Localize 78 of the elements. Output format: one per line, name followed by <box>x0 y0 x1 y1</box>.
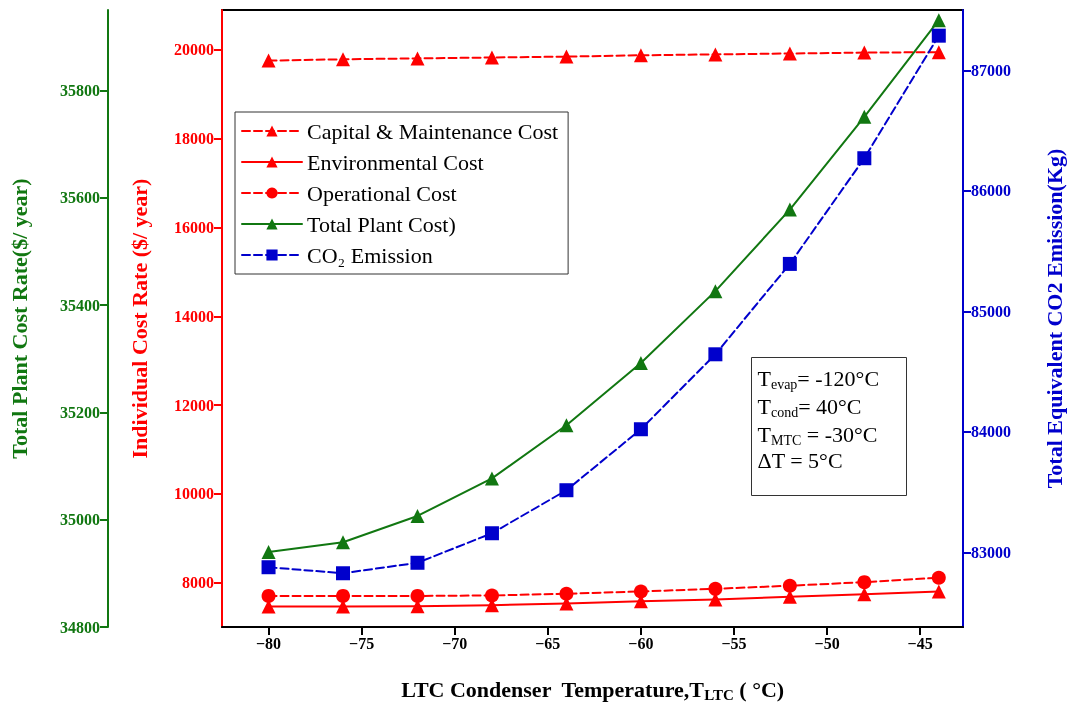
y3-tick-label: 35600 <box>60 189 100 207</box>
point <box>336 588 351 603</box>
point <box>857 587 872 602</box>
y3-tick-label: 35000 <box>60 511 100 529</box>
point <box>931 584 946 599</box>
y-tick-label: 20000 <box>174 41 214 59</box>
y2-tick-label: 86000 <box>971 182 1011 200</box>
y-tick-label: 18000 <box>174 130 214 148</box>
x-tick-label: −45 <box>907 634 933 652</box>
y2-tick-label: 83000 <box>971 543 1011 561</box>
x-tick-label: −80 <box>255 634 282 652</box>
point <box>559 418 574 433</box>
point <box>782 46 797 61</box>
y2-axis-title: Total Equivalent CO2 Emission(Kg) <box>1041 148 1067 489</box>
point <box>559 49 574 64</box>
point <box>261 53 276 68</box>
point <box>708 284 723 299</box>
x-tick-label: −70 <box>442 634 468 652</box>
x-tick-label: −55 <box>721 634 747 652</box>
point <box>708 47 723 62</box>
x-tick-label: −75 <box>349 634 375 652</box>
point <box>931 28 946 43</box>
x-tick-label: −60 <box>628 634 654 652</box>
y-tick-label: 8000 <box>182 574 214 592</box>
y3-tick-label: 35400 <box>60 296 100 314</box>
point <box>857 45 872 60</box>
legend-label: Capital & Maintenance Cost <box>307 118 559 144</box>
x-tick-label: −50 <box>814 634 840 652</box>
point <box>484 471 499 486</box>
point <box>484 50 499 65</box>
point <box>708 581 723 596</box>
point <box>336 52 351 67</box>
y-tick-label: 16000 <box>174 219 214 236</box>
x-tick-label: −65 <box>535 634 561 652</box>
point <box>931 45 946 60</box>
legend-label: Operational Cost <box>307 180 457 206</box>
point <box>633 422 648 437</box>
y2-tick-label: 85000 <box>971 302 1011 320</box>
point <box>708 347 723 362</box>
point <box>931 570 946 585</box>
y-tick-label: 10000 <box>174 485 214 503</box>
point <box>782 202 797 217</box>
point <box>484 526 499 541</box>
y2-tick-label: 84000 <box>971 423 1011 441</box>
point <box>410 51 425 66</box>
point <box>633 48 648 63</box>
point <box>857 575 872 590</box>
point <box>484 588 499 603</box>
y3-tick-label: 35800 <box>60 81 100 99</box>
point <box>782 256 797 271</box>
point <box>633 356 648 371</box>
point <box>857 109 872 124</box>
legend-label: CO₂ Emission <box>307 242 433 268</box>
point <box>559 483 574 498</box>
y3-axis-title: Total Plant Cost Rate($/ year) <box>6 178 32 459</box>
point <box>559 586 574 601</box>
annotation: ΔT = 5°C <box>757 448 843 473</box>
y2-tick-label: 87000 <box>971 61 1011 79</box>
point <box>261 560 276 575</box>
x-axis-title: LTC Condenser Temperature,TLTC ( °C) <box>401 677 785 703</box>
point <box>261 544 276 559</box>
point <box>931 13 946 28</box>
y-axis-title: Individual Cost Rate ($/ year) <box>126 178 152 459</box>
point <box>782 578 797 593</box>
point <box>410 555 425 570</box>
point <box>336 566 351 581</box>
y-tick-label: 12000 <box>174 396 214 414</box>
point <box>857 151 872 166</box>
point <box>633 584 648 599</box>
point <box>410 508 425 523</box>
legend-label: Environmental Cost <box>307 149 484 175</box>
y-tick-label: 14000 <box>174 307 214 325</box>
point <box>336 535 351 550</box>
point <box>410 588 425 603</box>
legend-label: Total Plant Cost) <box>307 211 456 237</box>
point <box>261 588 276 603</box>
y3-tick-label: 34800 <box>60 618 100 636</box>
y3-tick-label: 35200 <box>60 403 100 421</box>
